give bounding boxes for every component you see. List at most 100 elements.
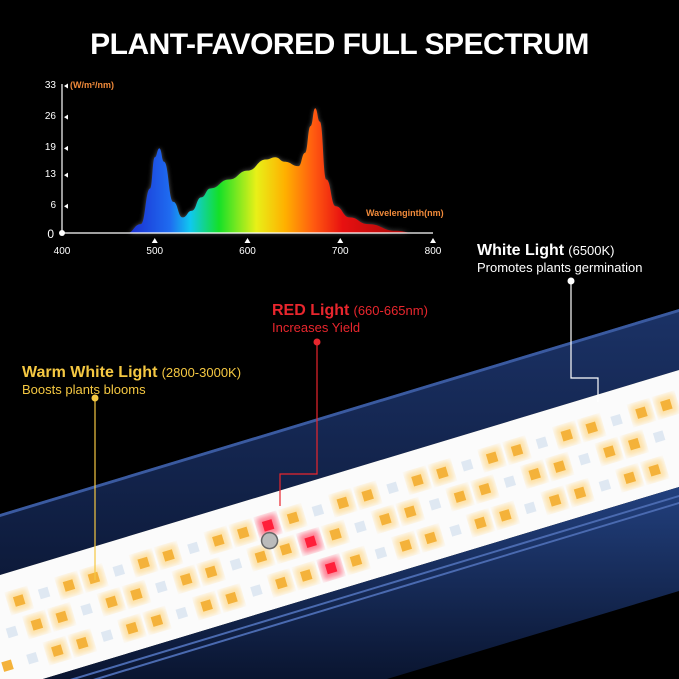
y-tick-mark bbox=[64, 145, 68, 151]
fixture-top-edge bbox=[0, 309, 679, 517]
red-callout-line bbox=[279, 342, 318, 506]
x-tick-label: 800 bbox=[424, 246, 442, 257]
white-led bbox=[449, 524, 462, 537]
warm-white-led bbox=[130, 588, 143, 601]
white-led bbox=[503, 475, 517, 488]
warm-white-led bbox=[553, 460, 566, 473]
spectrum-area bbox=[126, 108, 415, 233]
warm-white-led bbox=[279, 543, 293, 556]
y-tick-label: 13 bbox=[44, 169, 56, 181]
warm-white-led bbox=[499, 509, 512, 522]
headline: PLANT-FAVORED FULL SPECTRUM bbox=[90, 28, 589, 61]
warm-white-led bbox=[424, 531, 437, 545]
warm-white-led bbox=[75, 636, 89, 650]
white-led bbox=[598, 479, 612, 492]
fixture-groove bbox=[70, 495, 679, 679]
warm-white-led bbox=[150, 614, 164, 627]
y-tick-label: 0 bbox=[47, 227, 54, 241]
x-tick-mark bbox=[151, 238, 158, 243]
warm-callout-dot bbox=[91, 394, 99, 402]
warm-white-led bbox=[30, 618, 44, 631]
red-range: (660-665nm) bbox=[353, 303, 428, 318]
warm-white-led bbox=[478, 482, 492, 496]
y-tick-label: 33 bbox=[44, 80, 56, 91]
white-led bbox=[311, 504, 325, 517]
warm-range: (2800-3000K) bbox=[161, 365, 242, 380]
warm-white-led bbox=[87, 571, 101, 585]
warm-white-led bbox=[379, 513, 392, 526]
warm-white-led bbox=[623, 471, 637, 485]
x-tick-mark bbox=[337, 238, 344, 243]
white-led bbox=[386, 481, 399, 495]
warm-white-led bbox=[336, 496, 350, 510]
warm-white-led bbox=[162, 549, 175, 562]
white-callout-dot bbox=[567, 277, 575, 285]
x-tick-mark bbox=[430, 238, 436, 243]
white-led bbox=[5, 625, 19, 639]
warm-white-led bbox=[349, 554, 363, 567]
warm-white-led bbox=[225, 591, 238, 605]
white-led bbox=[610, 413, 623, 427]
warm-white-led bbox=[204, 565, 218, 579]
fixture-groove bbox=[93, 502, 679, 679]
white-led bbox=[428, 497, 442, 511]
warm-white-led bbox=[12, 594, 26, 607]
warm-white-led bbox=[560, 428, 574, 442]
y-axis-unit: (W/m²/nm) bbox=[70, 80, 114, 90]
white-led bbox=[460, 459, 474, 472]
x-tick-label: 600 bbox=[239, 246, 256, 257]
warm-white-led bbox=[474, 516, 487, 530]
warm-white-led bbox=[548, 494, 562, 507]
red-light-callout: RED Light (660-665nm) Increases Yield bbox=[272, 302, 428, 336]
warm-white-led bbox=[286, 511, 300, 525]
warm-white-led bbox=[585, 421, 598, 434]
white-led bbox=[100, 629, 114, 642]
x-tick-label: 500 bbox=[146, 246, 164, 257]
warm-white-led bbox=[453, 490, 467, 503]
warm-white-led bbox=[648, 464, 661, 477]
red-desc: Increases Yield bbox=[272, 320, 361, 335]
white-light-callout: White Light (6500K) Promotes plants germ… bbox=[477, 242, 642, 276]
white-led bbox=[187, 541, 200, 555]
x-tick-label: 400 bbox=[53, 246, 71, 257]
warm-white-led bbox=[635, 406, 648, 419]
x-tick-mark bbox=[244, 238, 251, 243]
warm-white-led bbox=[105, 595, 118, 609]
warm-white-led bbox=[51, 644, 64, 657]
warm-label: Warm White Light bbox=[22, 364, 158, 381]
warm-white-led bbox=[212, 534, 225, 547]
fixture-top-frame bbox=[0, 309, 679, 575]
y-tick-label: 6 bbox=[50, 200, 56, 212]
fixture-bottom-frame bbox=[43, 487, 679, 679]
warm-desc: Boosts plants blooms bbox=[22, 382, 146, 397]
sensor-knob bbox=[260, 531, 279, 550]
white-led bbox=[175, 606, 188, 620]
white-desc: Promotes plants germination bbox=[477, 260, 643, 275]
warm-white-callout: Warm White Light (2800-3000K) Boosts pla… bbox=[22, 364, 241, 398]
white-led bbox=[250, 584, 263, 597]
x-axis-label: Wavelenginth(nm) bbox=[366, 208, 444, 218]
white-led bbox=[26, 651, 39, 665]
warm-white-led bbox=[200, 599, 213, 612]
warm-white-led bbox=[254, 550, 268, 564]
white-led bbox=[229, 558, 243, 571]
warm-white-led bbox=[329, 528, 342, 541]
red-led bbox=[324, 561, 338, 575]
white-label: White Light bbox=[477, 242, 565, 259]
warm-white-led bbox=[528, 467, 541, 481]
warm-white-led bbox=[236, 526, 250, 540]
warm-white-led bbox=[275, 576, 288, 590]
warm-white-led bbox=[299, 569, 313, 582]
warm-white-led bbox=[137, 556, 150, 570]
warm-white-led bbox=[403, 505, 417, 518]
white-callout-line bbox=[570, 281, 599, 402]
warm-white-led bbox=[179, 573, 193, 586]
white-led bbox=[652, 430, 666, 443]
white-led bbox=[578, 452, 591, 466]
warm-white-led bbox=[1, 659, 14, 672]
warm-white-led bbox=[573, 486, 587, 500]
white-led bbox=[112, 564, 125, 577]
